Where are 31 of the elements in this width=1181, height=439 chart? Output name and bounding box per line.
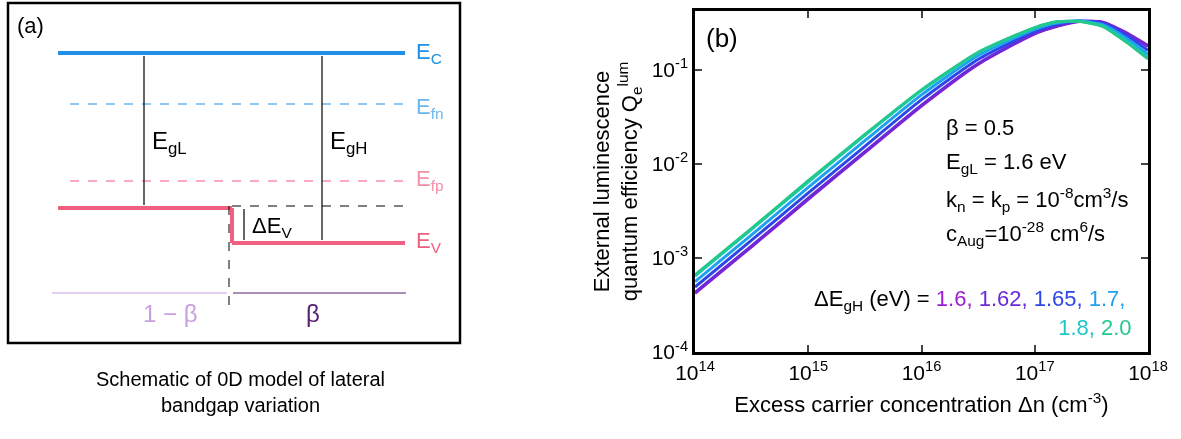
text: E$_{fp}$ <box>416 166 444 194</box>
legend-title: ΔE$_{gH}$ (eV) = <box>814 286 930 314</box>
x-axis-title: Excess carrier concentration Δn (cm$^{-3}$) <box>734 388 1109 417</box>
text: 1.8, <box>1058 314 1095 340</box>
y-tick-label: 10$^{-3}$ <box>651 243 689 270</box>
text: E$_{fn}$ <box>416 94 444 122</box>
text: (a) <box>17 13 44 38</box>
annotation: β = 0.5 <box>946 115 1015 140</box>
text: 1.62, <box>978 286 1028 311</box>
text: 1.65, <box>1033 286 1083 311</box>
annotation: c$_{Aug}$=10$^{-28}$ cm$^{6}$/s <box>946 218 1106 249</box>
y-tick-label: 10$^{-2}$ <box>651 149 689 176</box>
text: 1.6, <box>935 286 973 311</box>
text: E$_{gH}$ <box>330 127 368 159</box>
text: E$_{V}$ <box>416 228 442 256</box>
text: ΔE$_{V}$ <box>252 213 293 241</box>
annotation: E$_{gL}$ = 1.6 eV <box>946 149 1067 177</box>
y-tick-label: 10$^{-1}$ <box>651 55 689 82</box>
text: 1.7, <box>1088 286 1126 311</box>
text: 2.0 <box>1101 314 1132 340</box>
annotation: (b) <box>706 23 738 53</box>
text: E$_{C}$ <box>416 39 442 67</box>
text: β <box>306 300 320 327</box>
text: E$_{gL}$ <box>152 127 187 159</box>
text: 1 − β <box>143 300 198 327</box>
text: k$_{n}$ = k$_{p}$ = 10$^{-8}$cm$^{3}$/s <box>946 184 1129 215</box>
x-tick-label: 10$^{17}$ <box>1014 358 1055 384</box>
text: Schematic of 0D model of lateral bandgap variation <box>96 368 386 416</box>
x-tick-label: 10$^{18}$ <box>1128 358 1168 384</box>
x-tick-label: 10$^{15}$ <box>788 358 829 384</box>
x-tick-label: 10$^{16}$ <box>901 358 942 384</box>
